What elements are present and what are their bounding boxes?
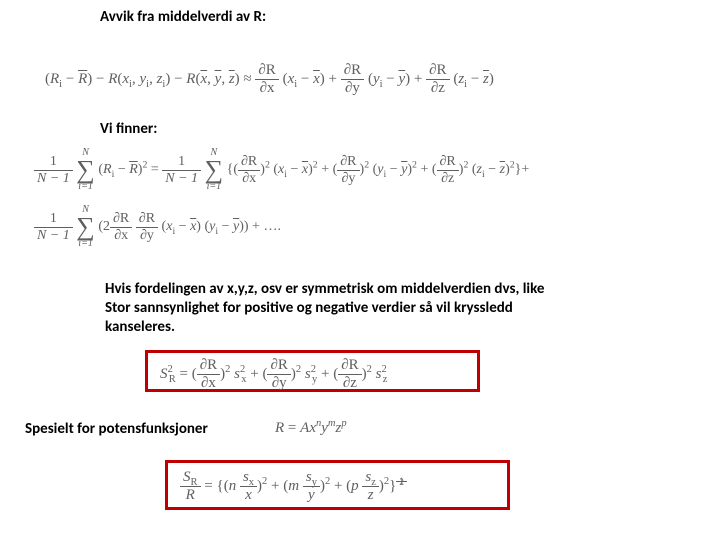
heading-we-find: Vi finner: <box>100 120 157 138</box>
equation-2a: 1N − 1 N∑i=1 (Ri − R)2 = 1N − 1 N∑i=1 {(… <box>34 148 529 192</box>
heading-power-functions: Spesielt for potensfunksjoner <box>25 420 208 438</box>
equation-3: R = Axnymzp <box>275 420 347 437</box>
equation-1: (Ri − R) − R(xi, yi, zi) − R(x, y, z) ≈ … <box>45 62 494 97</box>
heading-deviation: Avvik fra middelverdi av R: <box>100 8 266 26</box>
equation-2b: 1N − 1 N∑i=1 (2∂R∂x ∂R∂y (xi − x) (yi − … <box>34 205 281 249</box>
boxed-equation-relative: SR R = {(n sxx)2 + (m syy)2 + (p szz)2}1… <box>165 460 510 510</box>
boxed-equation-variance: S2R = (∂R∂x)2 s2x + (∂R∂y)2 s2y + (∂R∂z)… <box>145 350 480 392</box>
paragraph-symmetry: Hvis fordelingen av x,y,z, osv er symmet… <box>105 280 544 336</box>
